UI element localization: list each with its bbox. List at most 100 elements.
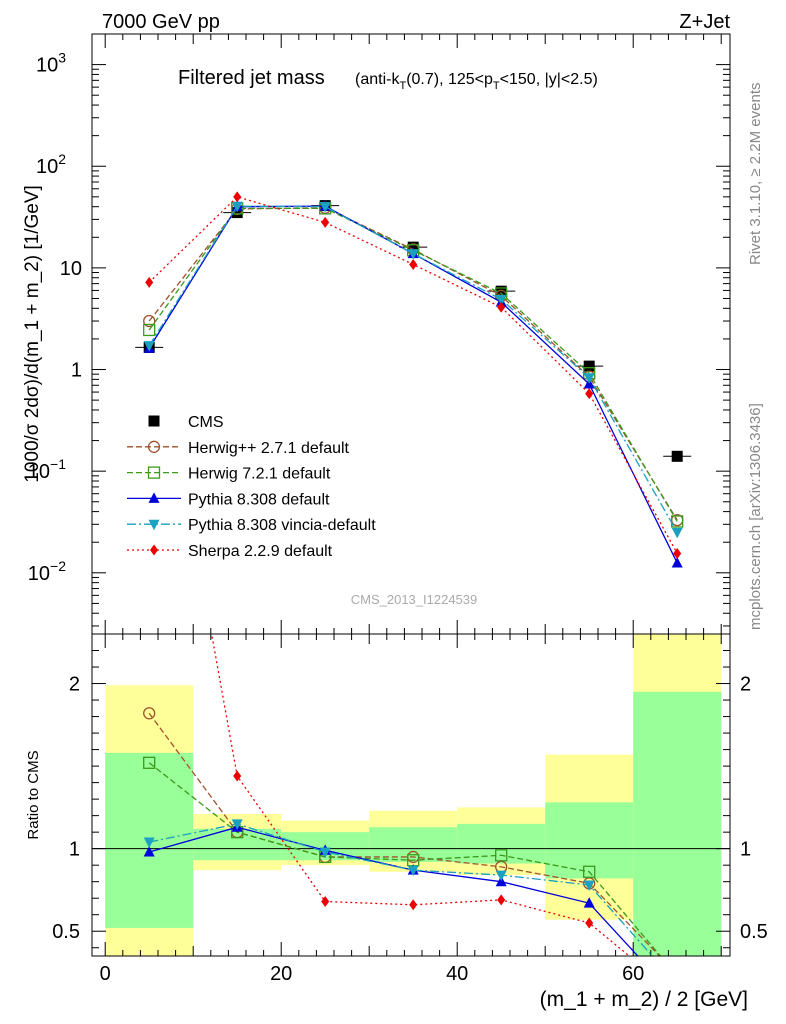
- watermark: CMS_2013_I1224539: [351, 592, 478, 607]
- legend-item: Pythia 8.308 default: [127, 491, 330, 508]
- data-point: [321, 216, 330, 228]
- legend-label: Pythia 8.308 default: [188, 491, 330, 508]
- ratio-point: [495, 849, 508, 862]
- header-left: 7000 GeV pp: [102, 11, 220, 33]
- ratio-y-tick-label: 0.5: [52, 921, 80, 943]
- data-point: [407, 241, 419, 253]
- data-point: [143, 314, 156, 328]
- x-tick-label: 20: [270, 963, 292, 985]
- data-point: [319, 202, 331, 213]
- ratio-point: [585, 917, 594, 929]
- data-point: [495, 285, 507, 297]
- main-y-tick-label: 102: [36, 151, 66, 178]
- ratio-y-axis-label: Ratio to CMS: [25, 750, 42, 839]
- main-series-layer: [135, 191, 692, 568]
- ratio-y-tick-label: 1: [69, 839, 80, 861]
- data-point: [583, 360, 595, 372]
- legend-label: Herwig 7.2.1 default: [188, 466, 331, 483]
- ratio-y-tick-label-right: 1: [740, 839, 751, 861]
- legend-marker: [148, 415, 160, 427]
- ratio-y-tick-label-right: 0.5: [740, 921, 768, 943]
- ratio-point: [583, 865, 596, 878]
- ratio-point: [143, 707, 156, 720]
- legend: CMS Herwig++ 2.7.1 default Herwig 7.2.1 de…: [127, 414, 376, 560]
- ratio-point: [497, 894, 506, 906]
- legend-marker: [148, 492, 160, 503]
- x-axis-label: (m_1 + m_2) / 2 [GeV]: [540, 988, 748, 1011]
- main-y-tick-label: 10: [60, 258, 82, 280]
- band-stat: [633, 691, 722, 956]
- data-point: [671, 527, 683, 539]
- main-y-tick-label: 1: [71, 360, 82, 382]
- ratio-frame: [91, 633, 731, 957]
- main-title: Filtered jet mass: [178, 67, 325, 89]
- ratio-point: [231, 819, 243, 830]
- data-point: [143, 341, 155, 352]
- data-point: [409, 258, 418, 270]
- mcplots-label: mcplots.cern.ch [arXiv:1306.3436]: [747, 403, 764, 630]
- data-point: [673, 547, 682, 559]
- ratio-point: [321, 896, 330, 908]
- rivet-version-label: Rivet 3.1.10, ≥ 2.2M events: [747, 83, 764, 266]
- ratio-y-tick-label-right: 2: [740, 674, 751, 696]
- data-point: [233, 191, 242, 203]
- data-point: [145, 276, 154, 288]
- legend-marker: [150, 544, 158, 556]
- x-tick-label: 40: [446, 963, 468, 985]
- main-y-axis-label: 1000/σ 2dσ)/d(m_1 + m_2) [1/GeV]: [22, 185, 43, 483]
- ratio-y-tick-label: 2: [69, 674, 80, 696]
- ratio-series-pythia-8-308-vincia-default: [143, 819, 654, 956]
- series-pythia-8-308-vincia-default: [143, 201, 683, 539]
- data-point: [671, 450, 683, 462]
- ratio-point: [583, 880, 595, 891]
- ratio-point: [143, 845, 155, 857]
- ratio-point: [409, 899, 418, 911]
- main-y-tick-label: 10−1: [28, 456, 66, 483]
- legend-label: Pythia 8.308 vincia-default: [188, 517, 376, 534]
- legend-item: CMS: [148, 414, 224, 431]
- ratio-series-layer: [143, 634, 662, 956]
- ratio-line: [148, 762, 662, 956]
- x-tick-label: 0: [100, 963, 111, 985]
- ratio-uncertainty-bands: [92, 634, 730, 956]
- ratio-point: [233, 770, 242, 782]
- ratio-point: [583, 897, 595, 908]
- legend-label: Sherpa 2.2.9 default: [188, 543, 333, 560]
- legend-label: CMS: [188, 414, 224, 431]
- legend-label: Herwig++ 2.7.1 default: [188, 440, 350, 457]
- band-stat: [369, 827, 458, 862]
- band-stat: [193, 828, 282, 861]
- ratio-point: [319, 847, 331, 858]
- legend-marker: [148, 519, 160, 531]
- ratio-point: [143, 756, 156, 769]
- data-point: [143, 323, 156, 337]
- legend-item: Sherpa 2.2.9 default: [127, 543, 333, 560]
- x-tick-label: 60: [622, 963, 644, 985]
- band-stat: [545, 802, 634, 879]
- data-point: [671, 556, 683, 568]
- ratio-tick-labels: 0.5 0.51 12 20 20 40 60: [52, 674, 768, 985]
- data-point: [495, 294, 507, 306]
- band-stat: [457, 823, 546, 864]
- ratio-point: [143, 837, 155, 849]
- ratio-point: [495, 870, 507, 882]
- data-point: [583, 373, 595, 384]
- legend-marker: [147, 466, 161, 479]
- ratio-point: [407, 865, 419, 877]
- legend-item: Herwig++ 2.7.1 default: [127, 440, 350, 457]
- legend-item: Pythia 8.308 vincia-default: [127, 517, 376, 534]
- legend-marker: [147, 440, 161, 453]
- header-right: Z+Jet: [679, 11, 730, 33]
- main-y-tick-label: 103: [36, 50, 66, 77]
- data-point: [231, 207, 243, 219]
- ratio-series-sherpa-2-2-9-default: [210, 634, 631, 956]
- main-axis-ticks: [92, 33, 730, 634]
- data-point: [585, 388, 594, 400]
- series-sherpa-2-2-9-default: [145, 191, 682, 559]
- main-subtitle: (anti-kT(0.7), 125<pT<150, |y|<2.5): [355, 71, 598, 92]
- main-y-tick-label: 10−2: [28, 558, 66, 585]
- data-point: [497, 301, 506, 313]
- data-point: [407, 249, 419, 260]
- data-point: [231, 201, 243, 213]
